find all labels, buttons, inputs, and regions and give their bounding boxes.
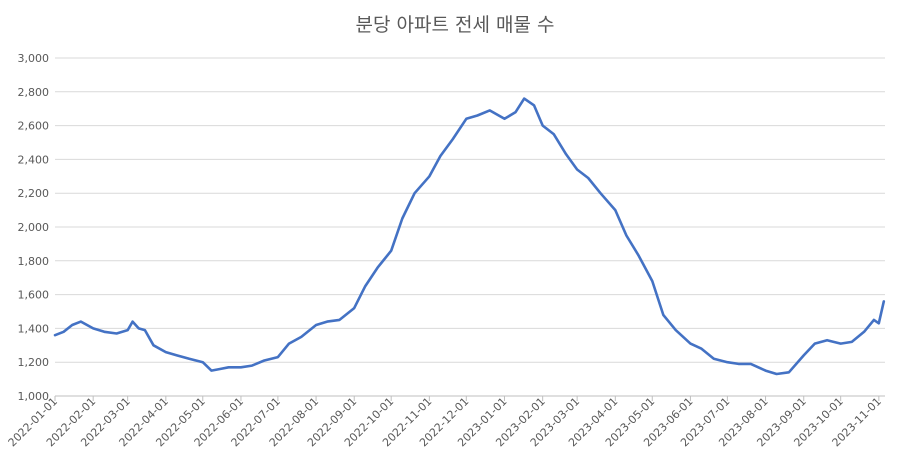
y-tick-label: 1,800	[18, 255, 50, 268]
y-tick-label: 2,200	[18, 187, 50, 200]
y-tick-label: 2,400	[18, 153, 50, 166]
y-tick-label: 1,000	[18, 390, 50, 403]
chart-title: 분당 아파트 전세 매물 수	[355, 14, 555, 36]
series-line	[53, 97, 886, 376]
y-tick-label: 2,800	[18, 86, 50, 99]
y-tick-label: 1,200	[18, 356, 50, 369]
y-tick-label: 1,600	[18, 289, 50, 302]
y-tick-label: 2,600	[18, 120, 50, 133]
y-tick-label: 3,000	[18, 52, 50, 65]
y-tick-label: 2,000	[18, 221, 50, 234]
y-tick-label: 1,400	[18, 322, 50, 335]
